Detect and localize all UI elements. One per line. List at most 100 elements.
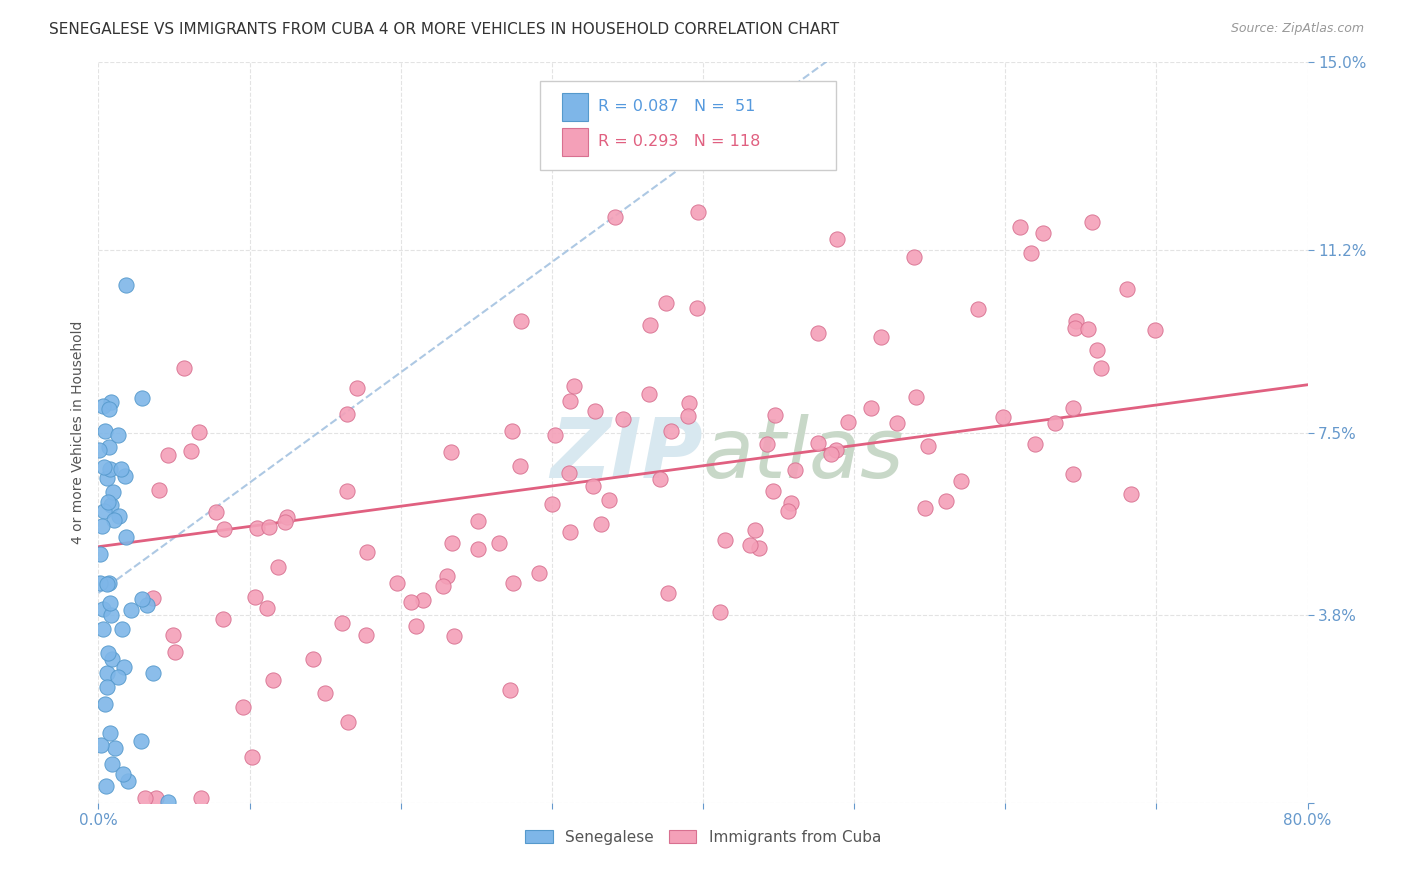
Point (1077, 322, 1099, 336)
Point (156, 795, 179, 809)
Point (903, 251, 925, 265)
Bar (561, 128, 588, 156)
Point (120, 602, 142, 616)
Point (93, 504, 115, 518)
Point (544, 428, 567, 442)
Point (502, 575, 524, 590)
Point (115, 530, 138, 544)
Point (762, 484, 785, 499)
Point (89, 575, 111, 590)
Point (190, 790, 212, 805)
Point (780, 496, 803, 510)
Point (97, 646, 120, 660)
Point (678, 409, 700, 423)
Point (638, 318, 661, 332)
Legend: Senegalese, Immigrants from Cuba: Senegalese, Immigrants from Cuba (519, 823, 887, 851)
Point (825, 442, 848, 457)
Point (187, 425, 209, 439)
Point (778, 504, 800, 518)
Point (93, 697, 115, 711)
Point (560, 524, 582, 539)
Point (1024, 437, 1046, 451)
Point (1143, 323, 1166, 337)
Point (582, 478, 605, 492)
Point (678, 396, 700, 410)
Point (96, 666, 118, 681)
Point (136, 598, 159, 612)
Point (267, 559, 290, 574)
Point (432, 579, 454, 593)
Point (1032, 226, 1054, 240)
Point (612, 411, 634, 425)
Point (443, 629, 465, 643)
Point (558, 394, 581, 409)
Point (441, 536, 464, 550)
Point (638, 386, 661, 401)
Point (114, 277, 136, 292)
Point (131, 391, 153, 405)
Point (783, 463, 806, 477)
Point (107, 670, 129, 684)
Point (917, 439, 939, 453)
Point (91, 622, 114, 636)
Point (1043, 417, 1066, 431)
Point (509, 458, 531, 473)
Point (616, 129, 638, 144)
Point (385, 576, 408, 591)
Point (713, 533, 735, 548)
Point (1064, 314, 1087, 328)
Point (488, 536, 510, 550)
Point (967, 301, 990, 316)
Point (558, 467, 581, 481)
Point (117, 773, 139, 788)
Point (763, 409, 786, 423)
Point (648, 472, 671, 486)
Point (657, 585, 679, 599)
Point (142, 591, 165, 605)
Point (659, 424, 682, 438)
Point (142, 666, 165, 681)
Point (134, 790, 156, 805)
Point (583, 404, 606, 418)
Point (1081, 215, 1104, 229)
Point (914, 500, 936, 515)
Point (94, 424, 117, 438)
Point (100, 607, 122, 622)
Text: R = 0.293   N = 118: R = 0.293 N = 118 (598, 134, 761, 149)
Point (103, 513, 125, 527)
Point (110, 461, 132, 475)
Point (145, 790, 167, 805)
Point (356, 627, 378, 641)
Point (748, 541, 770, 555)
Point (591, 516, 613, 531)
Point (96, 471, 118, 485)
Point (950, 474, 973, 488)
Text: Source: ZipAtlas.com: Source: ZipAtlas.com (1230, 22, 1364, 36)
Point (886, 417, 908, 431)
Point (276, 509, 298, 524)
Point (1019, 246, 1042, 260)
Point (246, 521, 269, 535)
Point (541, 497, 564, 511)
Point (859, 401, 882, 415)
Point (440, 445, 463, 459)
Point (148, 483, 170, 497)
Point (1090, 361, 1112, 376)
Point (527, 566, 550, 580)
Point (111, 622, 134, 636)
Point (436, 569, 458, 583)
Point (336, 715, 359, 730)
Text: SENEGALESE VS IMMIGRANTS FROM CUBA 4 OR MORE VEHICLES IN HOUSEHOLD CORRELATION C: SENEGALESE VS IMMIGRANTS FROM CUBA 4 OR … (49, 22, 839, 37)
Point (905, 390, 928, 404)
Point (825, 232, 848, 246)
Point (744, 523, 766, 537)
Point (163, 645, 186, 659)
Point (243, 590, 266, 604)
Point (709, 605, 731, 619)
Point (935, 493, 957, 508)
Point (740, 538, 762, 552)
Point (89, 547, 111, 561)
Point (688, 205, 710, 219)
Point (101, 484, 124, 499)
Point (114, 469, 136, 483)
